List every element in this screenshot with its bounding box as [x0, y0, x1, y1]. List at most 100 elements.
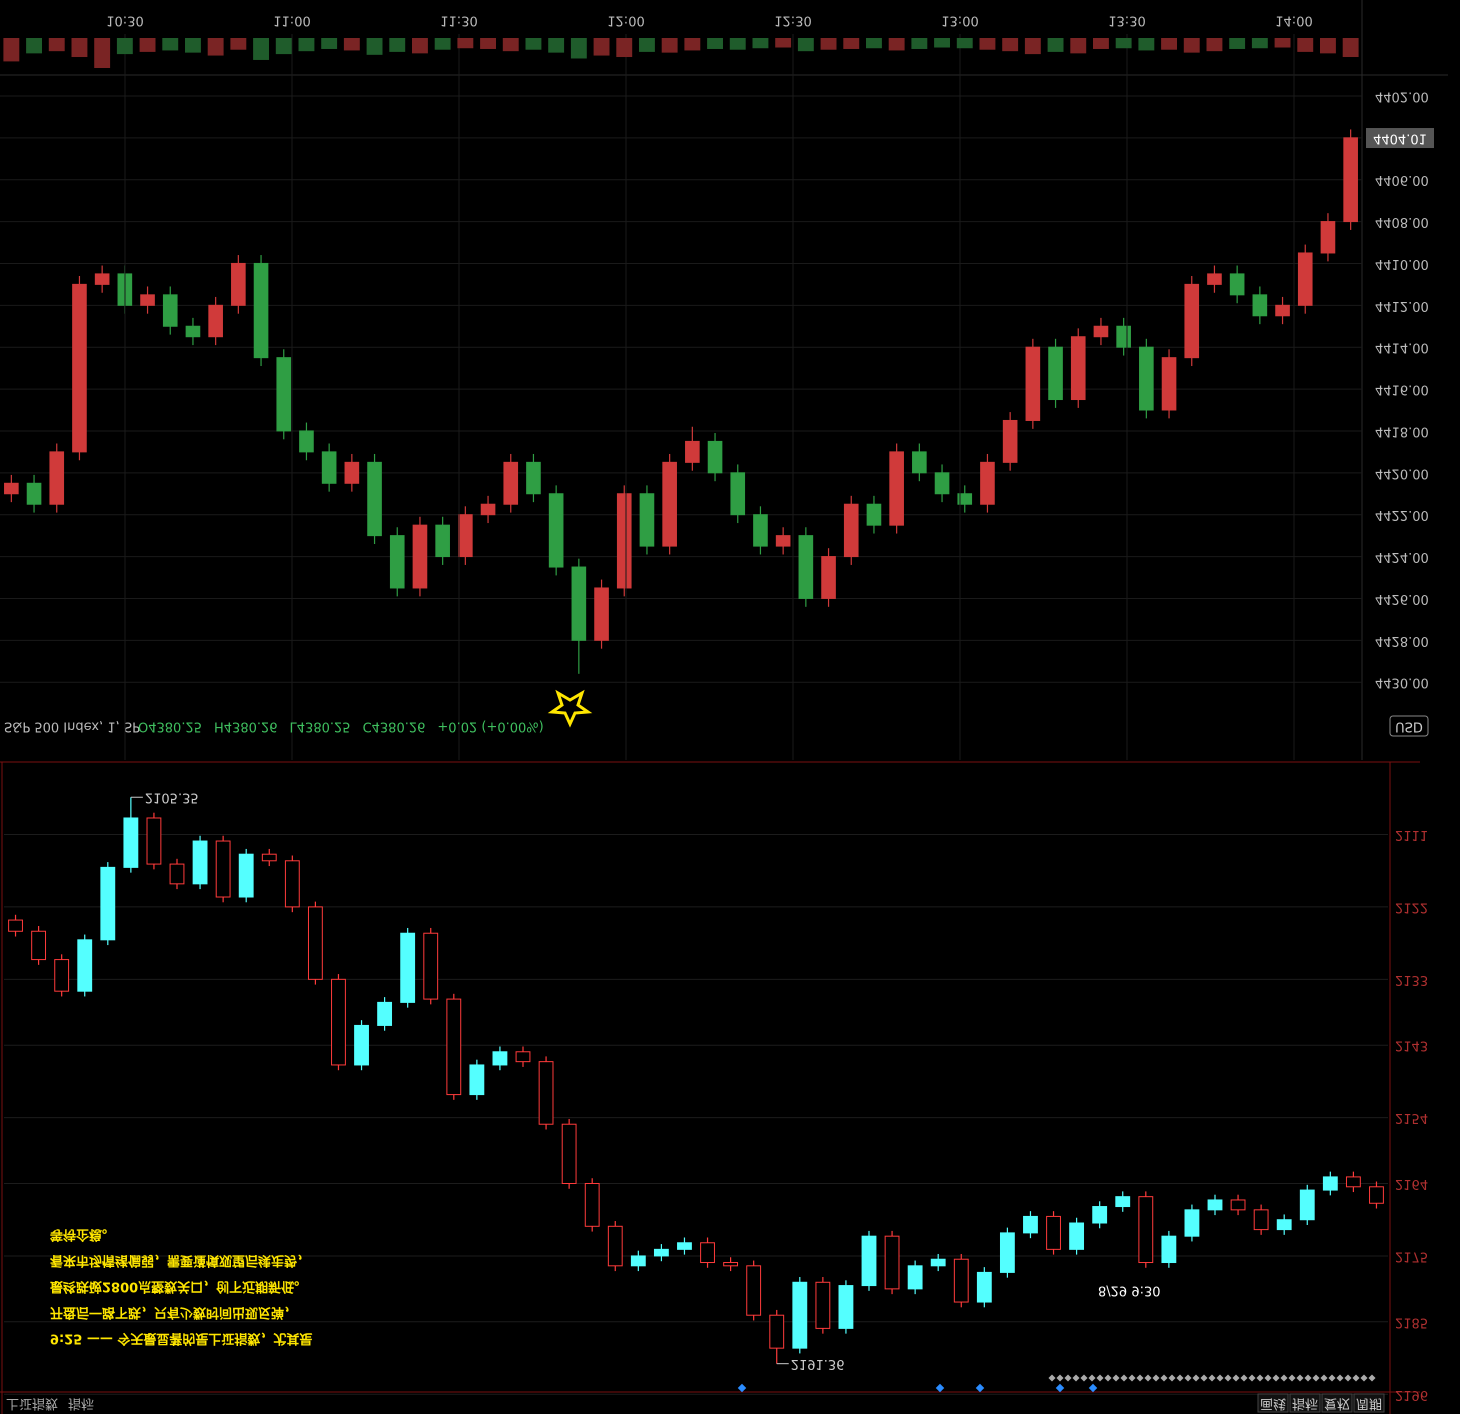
- x-tick-label: 12:30: [774, 13, 811, 28]
- candle-body: [889, 451, 904, 526]
- volume-bar: [434, 38, 451, 50]
- candle-body: [976, 1271, 992, 1303]
- candle-body: [1138, 1196, 1154, 1264]
- candle-body: [185, 325, 201, 338]
- y-tick-label: 4408.00: [1375, 214, 1429, 229]
- toolbar-button[interactable]: [1321, 1393, 1353, 1413]
- volume-bar: [797, 38, 814, 52]
- volume-bar: [139, 38, 156, 52]
- volume-bar: [570, 38, 587, 59]
- candle-body: [54, 959, 70, 992]
- toolbar-button[interactable]: [1257, 1393, 1289, 1413]
- candle-body: [594, 587, 609, 641]
- candle-body: [1048, 346, 1063, 401]
- candle-body: [503, 461, 519, 505]
- volume-bar: [1138, 38, 1155, 51]
- y-tick-label: 4420.00: [1375, 465, 1429, 480]
- candle-body: [907, 1265, 923, 1290]
- extreme-label: 2191.36: [791, 1356, 845, 1371]
- toolbar-button[interactable]: [1353, 1393, 1385, 1413]
- candle-body: [435, 524, 450, 558]
- candle-body: [307, 906, 323, 980]
- candle-body: [792, 1281, 808, 1349]
- volume-bar: [639, 38, 655, 52]
- volume-bar: [911, 38, 928, 49]
- volume-bar: [1229, 38, 1246, 49]
- candle-body: [146, 817, 162, 865]
- candle-body: [584, 1182, 600, 1227]
- volume-bar: [956, 38, 973, 49]
- candle-body: [753, 514, 768, 547]
- y-tick-label: 4426.00: [1375, 591, 1429, 606]
- y-tick-label: 2164: [1395, 1176, 1428, 1191]
- volume-bar: [729, 38, 746, 50]
- candle-body: [208, 304, 223, 338]
- annotation-line: 开盘后一路下跌，只有少数时间出现反弹，: [50, 1305, 297, 1321]
- candle-body: [934, 472, 950, 495]
- ohlc-value: O4380.25: [138, 719, 202, 734]
- y-tick-label: 4416.00: [1375, 382, 1429, 397]
- currency-box: [1389, 715, 1429, 737]
- candle-body: [1161, 357, 1177, 411]
- y-tick-label: 2143: [1395, 1038, 1428, 1053]
- candle-body: [1115, 1196, 1131, 1208]
- candle-body: [775, 535, 791, 547]
- candle-body: [821, 556, 836, 599]
- volume-bar: [48, 38, 65, 52]
- y-tick-label: 2133: [1395, 972, 1428, 987]
- volume-bar: [707, 38, 723, 49]
- candle-body: [630, 1255, 646, 1267]
- ohlc-value: C4380.26: [363, 719, 426, 734]
- candle-body: [957, 493, 973, 505]
- candle-body: [94, 273, 110, 285]
- currency: USD: [1395, 719, 1423, 734]
- toolbar-button[interactable]: [1289, 1393, 1321, 1413]
- volume-bar: [548, 38, 565, 53]
- candle-body: [639, 493, 655, 547]
- candle-body: [1275, 304, 1290, 317]
- volume-bar: [752, 38, 769, 49]
- candle-body: [746, 1265, 762, 1316]
- candle-body: [354, 1024, 369, 1066]
- annotation-line: 等待企稳。: [49, 1227, 115, 1243]
- volume-bar: [185, 38, 201, 53]
- candle-body: [616, 493, 632, 589]
- candle-body: [162, 294, 178, 327]
- candle-body: [912, 451, 927, 474]
- ohlc-value: L4380.25: [290, 719, 351, 734]
- candle-body: [389, 535, 405, 589]
- volume-bar: [412, 38, 428, 54]
- volume-bar: [502, 38, 519, 52]
- annotation-line: 最终跌破2800点整数关口，创下近期新低。: [50, 1279, 307, 1295]
- volume-bar: [661, 38, 678, 53]
- candle-body: [1229, 273, 1245, 296]
- toolbar-button-label: 复权: [1324, 1396, 1350, 1412]
- candle-body: [423, 932, 439, 1000]
- candle-body: [561, 1123, 577, 1184]
- x-tick-label: 13:00: [941, 13, 978, 28]
- candle-body: [1184, 283, 1200, 359]
- candle-body: [400, 932, 416, 1003]
- candle-body: [866, 503, 882, 526]
- candle-body: [953, 1258, 969, 1303]
- candle-body: [344, 461, 360, 484]
- candle-body: [1320, 221, 1336, 254]
- y-tick-label: 4410.00: [1375, 256, 1429, 271]
- candle-body: [838, 1285, 854, 1329]
- volume-bar: [275, 38, 292, 55]
- candle-body: [526, 461, 541, 495]
- volume-bar: [253, 38, 269, 60]
- candle-body: [677, 1242, 692, 1250]
- candle-body: [707, 440, 723, 474]
- volume-bar: [1093, 38, 1109, 49]
- volume-bar: [1002, 38, 1019, 52]
- volume-bar: [1024, 38, 1041, 55]
- volume-bar: [366, 38, 383, 55]
- volume-bar: [820, 38, 837, 50]
- candle-body: [884, 1235, 900, 1290]
- volume-bar: [457, 38, 474, 49]
- candle-body: [1343, 137, 1358, 223]
